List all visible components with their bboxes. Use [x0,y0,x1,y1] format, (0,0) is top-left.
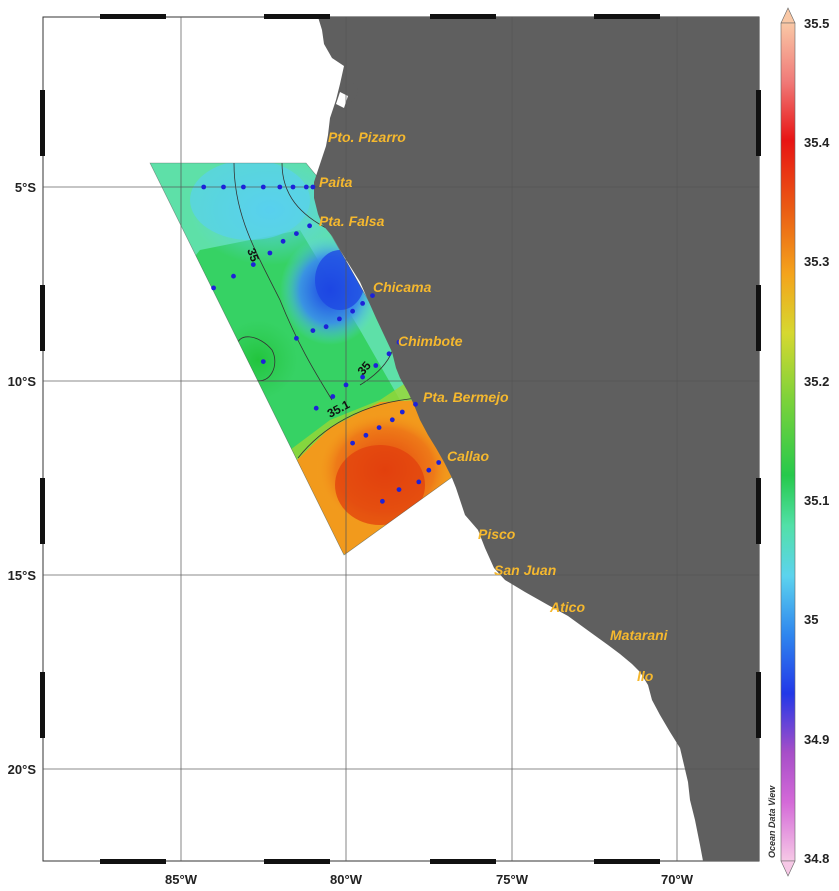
colorbar-tick-label: 35 [804,612,818,627]
place-label-san-juan: San Juan [494,562,556,578]
station-dot [201,184,207,190]
lat-tick-label: 5°S [15,180,36,195]
station-dot [280,238,286,244]
map-plot-area: 35 35 35.1 Pto. Pizarro Paita Pta. Falsa… [40,14,761,864]
station-dot [277,184,283,190]
colorbar-gradient [780,22,796,862]
place-label-atico: Atico [549,599,585,615]
station-dot [337,316,342,322]
station-dot [250,262,256,267]
colorbar-tick-label: 35.5 [804,16,829,31]
map-frame [40,14,761,864]
colorbar-tick-label: 35.4 [804,135,830,150]
lon-tick-label: 75°W [496,872,529,887]
land-mass [314,17,759,861]
graticule [43,17,759,861]
station-dot [350,440,355,446]
lon-tick-label: 80°W [330,872,363,887]
lat-tick-label: 15°S [8,568,37,583]
station-dot [416,479,422,485]
colorbar-bottom-arrow [780,860,796,877]
station-dot [399,409,405,415]
station-dot [294,231,299,237]
station-dot [360,301,365,306]
station-dot [307,223,312,229]
place-label-chimbote: Chimbote [398,333,463,349]
colorbar-tick-label: 34.8 [804,851,829,866]
station-dot [310,328,316,333]
place-label-chicama: Chicama [373,279,432,295]
lat-tick-label: 10°S [8,374,37,389]
place-labels: Pto. Pizarro Paita Pta. Falsa Chicama Ch… [319,129,669,684]
station-dot [396,487,402,492]
station-dot [310,184,316,190]
ocean-data-view-credit: Ocean Data View [767,785,777,858]
station-dot [241,184,246,190]
longitude-axis: 85°W 80°W 75°W 70°W [165,872,694,887]
place-label-pta-falsa: Pta. Falsa [319,213,385,229]
colorbar-tick-label: 35.2 [804,374,829,389]
station-dot [231,273,236,279]
station-dot [386,351,392,357]
station-dot [221,184,226,190]
station-dot [313,405,319,411]
station-dot [343,382,349,388]
latitude-axis: 5°S 10°S 15°S 20°S [8,180,37,777]
station-dot [373,363,379,368]
station-dot [211,285,217,291]
station-dot [330,394,336,399]
place-label-pto-pizarro: Pto. Pizarro [328,129,406,145]
place-label-pisco: Pisco [478,526,516,542]
lon-tick-label: 85°W [165,872,198,887]
colorbar-tick-label: 34.9 [804,732,829,747]
colorbar-tick-label: 35.1 [804,493,829,508]
station-dot [396,339,402,345]
station-dot [290,184,296,190]
station-dot [413,401,418,407]
contour-label: 35 [244,246,262,264]
station-dot [260,184,266,190]
island-notch [336,92,348,108]
station-dot [360,374,365,380]
station-dot [303,184,309,190]
station-dot [436,460,442,465]
station-dots [201,184,442,504]
colorbar-tick-label: 35.3 [804,254,829,269]
place-label-matarani: Matarani [610,627,669,643]
station-dot [370,293,375,298]
station-dot [376,425,382,430]
station-dot [294,335,299,341]
place-label-paita: Paita [319,174,353,190]
station-dot [389,417,395,423]
place-label-ilo: Ilo [637,668,654,684]
lat-tick-label: 20°S [8,762,37,777]
station-dot [260,359,266,364]
place-label-callao: Callao [447,448,489,464]
station-dot [426,467,432,473]
place-label-pta-bermejo: Pta. Bermejo [423,389,509,405]
station-dot [323,324,329,330]
colorbar-top-arrow [780,7,796,24]
lon-tick-label: 70°W [661,872,694,887]
station-dot [267,250,273,256]
station-dot [380,498,385,504]
colorbar: 35.5 35.4 35.3 35.2 35.1 35 34.9 34.8 Oc… [767,7,830,877]
station-dot [350,308,355,314]
station-dot [363,432,369,438]
